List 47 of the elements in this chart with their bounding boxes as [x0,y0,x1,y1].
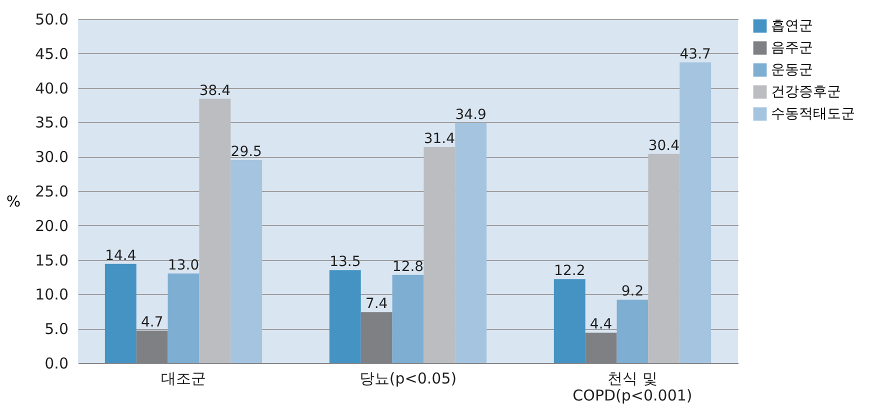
bar [648,154,680,363]
data-label: 29.5 [230,144,262,160]
data-label: 4.7 [140,314,164,331]
data-label: 12.2 [554,263,586,280]
y-tick-label: 40.0 [35,79,68,98]
y-tick-label: 30.0 [35,148,68,166]
bar [424,146,456,363]
legend-label: 흡연군 [771,18,813,34]
data-label: 12.8 [392,258,424,275]
data-label: 31.4 [424,130,456,147]
legend-label: 수동적태도군 [771,106,855,122]
legend-label: 운동군 [771,62,813,78]
y-tick-label: 35.0 [35,114,68,132]
data-label: 43.7 [680,46,711,62]
bar [554,279,586,363]
bar [199,98,231,363]
data-label: 38.4 [199,82,231,99]
y-tick-label: 25.0 [35,182,68,200]
bar [168,274,200,363]
data-label: 7.4 [365,296,388,312]
bar [104,264,136,363]
bar [392,274,424,363]
data-label: 13.5 [330,254,361,270]
y-tick-label: 0.0 [44,354,68,372]
bar [455,122,487,363]
y-tick-label: 50.0 [35,10,68,28]
bar [616,300,648,363]
data-label: 4.4 [590,316,612,333]
legend-label: 음주군 [771,40,813,56]
legend-label: 건강증후군 [771,84,841,100]
y-tick-label: 5.0 [44,320,68,338]
x-tick-label: 당뇨(p<0.05) [359,370,457,388]
y-tick-label: 10.0 [35,286,68,304]
data-label: 13.0 [168,258,200,274]
data-label: 14.4 [105,248,136,264]
bar [329,270,361,363]
bar [230,160,262,363]
y-tick-label: 45.0 [35,44,68,63]
y-axis-title: % [6,192,21,210]
x-tick-label: 대조군 [161,370,206,388]
y-tick-label: 15.0 [35,251,68,270]
data-label: 34.9 [455,106,486,123]
y-tick-label: 20.0 [35,216,68,235]
data-label: 9.2 [621,284,644,300]
bar [680,62,712,363]
data-label: 30.4 [648,138,680,154]
x-tick-label: 천식 및 COPD(p<0.001) [572,370,692,404]
